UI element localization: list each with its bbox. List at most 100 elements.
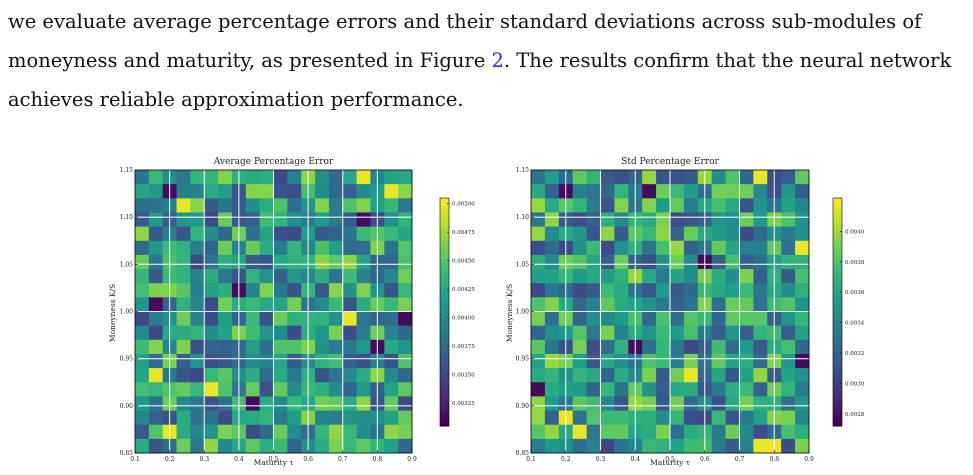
colorbar-segment bbox=[833, 372, 842, 378]
heatmap-cell bbox=[135, 212, 150, 227]
heatmap-cell bbox=[683, 226, 699, 242]
heatmap-cell bbox=[600, 396, 615, 411]
heatmap-cell bbox=[384, 368, 399, 383]
heatmap-cell bbox=[204, 212, 219, 227]
heatmap-cell bbox=[586, 240, 601, 256]
colorbar-frame bbox=[832, 197, 843, 427]
heatmap-cell bbox=[328, 297, 344, 312]
heatmap-cell bbox=[328, 353, 344, 369]
heatmap-cell bbox=[670, 212, 685, 227]
heatmap-cell bbox=[683, 269, 699, 284]
heatmap-cell bbox=[572, 410, 587, 426]
heatmap-cell bbox=[287, 368, 302, 383]
heatmap-cell bbox=[384, 325, 399, 341]
heatmap-cell bbox=[218, 424, 233, 440]
figure-reference-link[interactable]: 2 bbox=[491, 49, 504, 72]
paragraph-line-2: moneyness and maturity, as presented in … bbox=[8, 41, 968, 80]
heatmap-cell bbox=[342, 240, 357, 256]
heatmap-cell bbox=[259, 382, 274, 397]
heatmap-cell bbox=[725, 184, 740, 199]
heatmap-cell bbox=[287, 297, 302, 312]
x-tick-label: 0.4 bbox=[234, 456, 244, 463]
heatmap-cell bbox=[398, 170, 413, 185]
heatmap-cell bbox=[781, 269, 796, 284]
heatmap-cell bbox=[148, 353, 164, 369]
heatmap-cell bbox=[287, 240, 302, 256]
heatmap-cell bbox=[670, 382, 685, 397]
heatmap-cell bbox=[544, 311, 560, 326]
heatmap-cell bbox=[795, 410, 810, 426]
heatmap-cell bbox=[739, 198, 754, 213]
heatmap-cell bbox=[342, 339, 357, 355]
heatmap-cell bbox=[384, 339, 399, 355]
heatmap-cell bbox=[795, 212, 810, 227]
heatmap-cell bbox=[204, 424, 219, 440]
heatmap-cell bbox=[683, 382, 699, 397]
paragraph-line-1: we evaluate average percentage errors an… bbox=[8, 10, 922, 33]
y-tick-label: 0.95 bbox=[516, 356, 530, 363]
colorbar-segment bbox=[833, 198, 842, 203]
colorbar-segment bbox=[833, 369, 842, 374]
heatmap-cell bbox=[176, 368, 191, 383]
heatmap-cell bbox=[586, 254, 601, 270]
colorbar-segment bbox=[833, 399, 842, 404]
heatmap-cell bbox=[356, 438, 371, 454]
heatmap-cell bbox=[642, 269, 657, 284]
colorbar-segment bbox=[833, 342, 842, 347]
heatmap-cell bbox=[287, 170, 302, 185]
heatmap-cell bbox=[683, 311, 699, 326]
heatmap-cell bbox=[531, 184, 546, 199]
heatmap-cell bbox=[795, 353, 810, 369]
colorbar-segment bbox=[440, 236, 449, 241]
heatmap-cell bbox=[273, 311, 288, 326]
heatmap-cell bbox=[259, 396, 274, 411]
heatmap-cell bbox=[586, 226, 601, 242]
colorbar-segment bbox=[833, 217, 842, 222]
colorbar-segment bbox=[833, 384, 842, 389]
heatmap-cell bbox=[795, 283, 810, 298]
heatmap-cell bbox=[384, 184, 399, 199]
heatmap-cell bbox=[148, 283, 164, 298]
heatmap-cell bbox=[544, 396, 560, 411]
heatmap-cell bbox=[711, 226, 726, 242]
heatmap-cell bbox=[273, 325, 288, 341]
heatmap-cell bbox=[273, 424, 288, 440]
x-axis-ticks: 0.1 0.2 0.3 0.4 0.5 0.6 0.7 0.8 0.9 bbox=[130, 450, 417, 463]
heatmap-cell bbox=[656, 283, 671, 298]
heatmap-cell bbox=[273, 198, 288, 213]
colorbar-segment bbox=[440, 217, 449, 222]
heatmap-cell bbox=[398, 311, 413, 326]
heatmap-cell bbox=[273, 339, 288, 355]
x-tick-label: 0.4 bbox=[630, 456, 640, 463]
heatmap-cell bbox=[342, 424, 357, 440]
colorbar-segment bbox=[440, 331, 449, 336]
heatmap-cell bbox=[245, 226, 260, 242]
colorbar-tick-label: 0.00375 bbox=[452, 344, 475, 350]
heatmap-cell bbox=[176, 240, 191, 256]
heatmap-cell bbox=[245, 240, 260, 256]
colorbar-segment bbox=[833, 403, 842, 408]
heatmap-cell bbox=[781, 283, 796, 298]
heatmap-cell bbox=[287, 254, 302, 270]
heatmap-cell bbox=[739, 212, 754, 227]
heatmap-cell bbox=[531, 198, 546, 213]
heatmap-cell bbox=[753, 438, 768, 454]
heatmap-cell bbox=[135, 368, 150, 383]
heatmap-cell bbox=[572, 198, 587, 213]
heatmap-cell bbox=[642, 424, 657, 440]
heatmap-cell bbox=[315, 396, 330, 411]
heatmap-cell bbox=[531, 396, 546, 411]
heatmap-cell bbox=[148, 297, 164, 312]
heatmap-cell bbox=[614, 410, 629, 426]
heatmap-cell bbox=[586, 424, 601, 440]
heatmap-cell bbox=[725, 297, 740, 312]
heatmap-cell bbox=[218, 382, 233, 397]
colorbar-segment bbox=[833, 228, 842, 233]
heatmap-cell bbox=[259, 184, 274, 199]
heatmap-cell bbox=[384, 311, 399, 326]
colorbar-segment bbox=[833, 346, 842, 351]
heatmap-cell bbox=[600, 325, 615, 341]
heatmap-cell bbox=[398, 254, 413, 270]
heatmap-cell bbox=[315, 240, 330, 256]
heatmap-cell bbox=[572, 311, 587, 326]
